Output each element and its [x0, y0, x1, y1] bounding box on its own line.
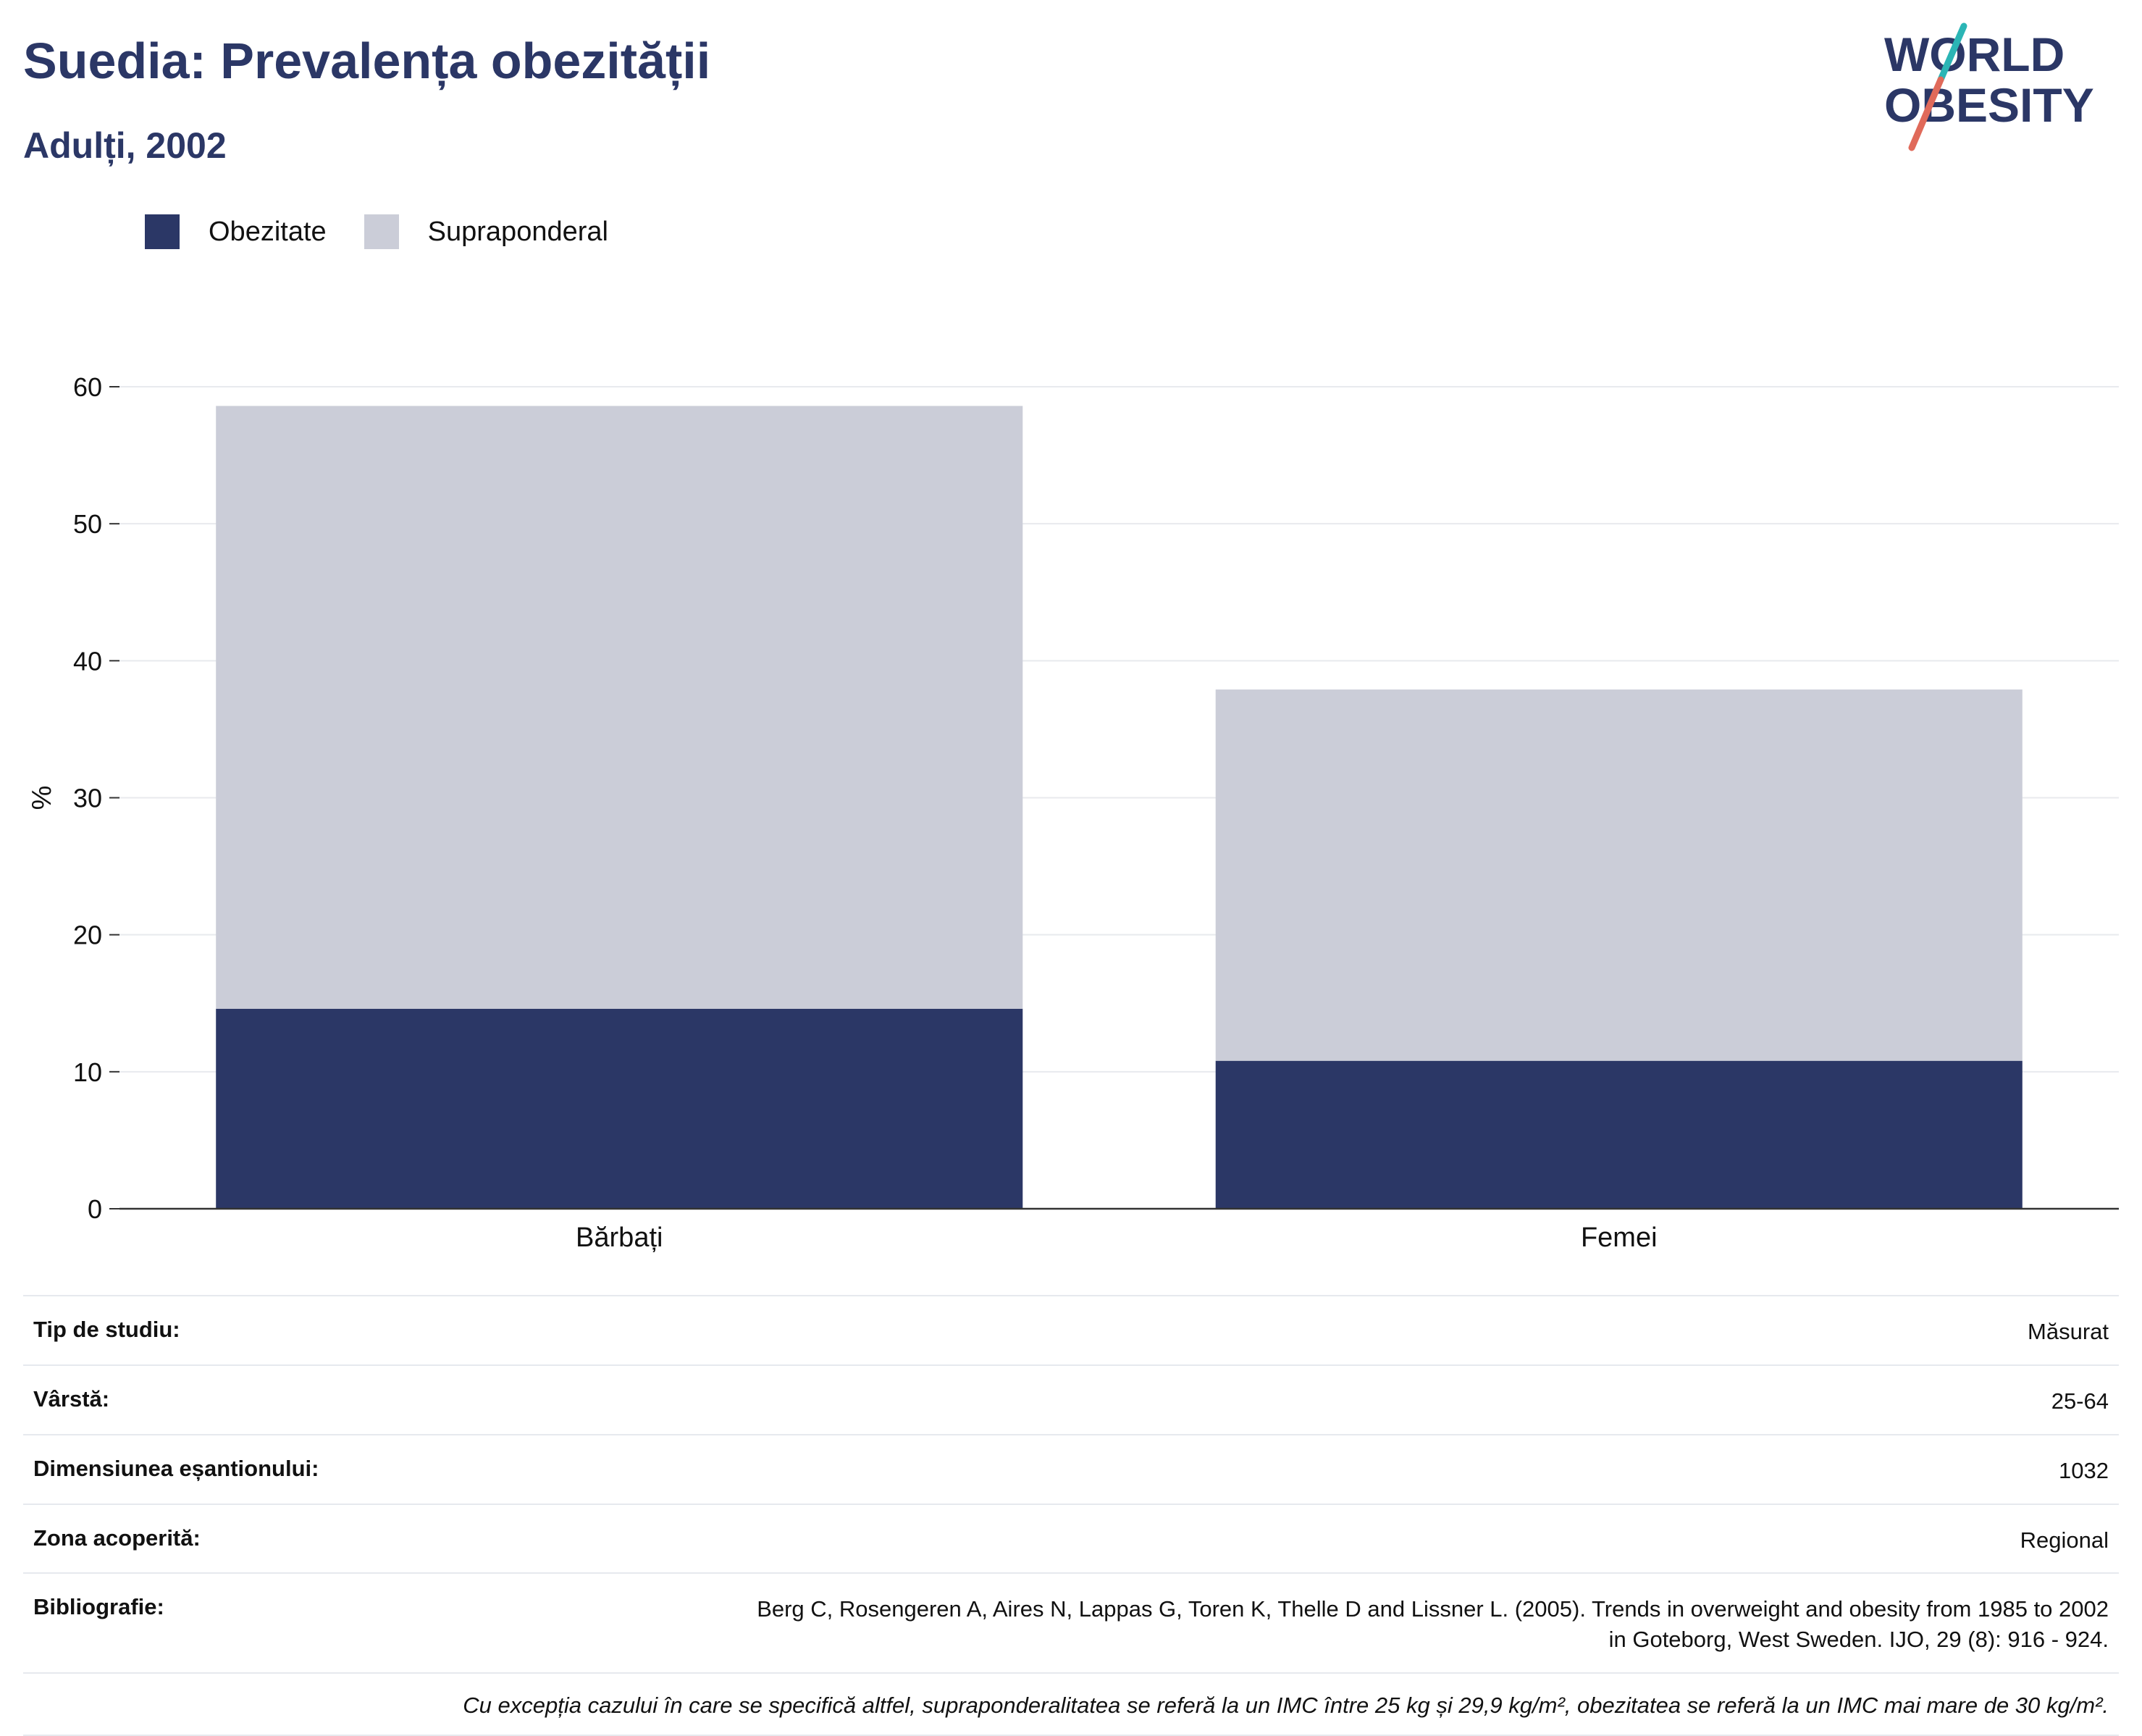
info-value-dimensiune: 1032	[2059, 1457, 2109, 1483]
legend-item-supraponderal[interactable]: Supraponderal	[364, 214, 608, 249]
y-tick-label: 40	[73, 646, 102, 676]
info-row-zona: Zona acoperită: Regional	[23, 1503, 2119, 1573]
info-value-varsta: 25-64	[2051, 1388, 2109, 1414]
chart-title: Suedia: Prevalența obezității	[23, 33, 711, 89]
y-tick-label: 0	[88, 1194, 102, 1224]
logo-slash-bottom	[1908, 76, 1944, 151]
logo-line-world: WORLD	[1884, 28, 2065, 81]
definition-footnote: Cu excepția cazului în care se specifică…	[23, 1672, 2119, 1736]
y-tick-label: 10	[73, 1057, 102, 1087]
legend-label-supraponderal: Supraponderal	[427, 216, 608, 247]
legend-label-obezitate: Obezitate	[209, 216, 327, 247]
legend-swatch-supraponderal	[364, 214, 399, 249]
info-value-zona: Regional	[2020, 1527, 2109, 1553]
info-row-dimensiune: Dimensiunea eșantionului: 1032	[23, 1433, 2119, 1504]
info-label-dimensiune: Dimensiunea eșantionului:	[33, 1455, 319, 1481]
bar-supraponderal-0[interactable]	[216, 406, 1023, 1009]
y-tick-label: 60	[73, 372, 102, 402]
info-value-tip-studiu: Măsurat	[2028, 1319, 2109, 1344]
y-tick-label: 30	[73, 784, 102, 813]
info-row-varsta: Vârstă: 25-64	[23, 1364, 2119, 1434]
info-label-tip-studiu: Tip de studiu:	[33, 1317, 180, 1342]
bar-supraponderal-1[interactable]	[1215, 689, 2023, 1061]
x-tick-label: Femei	[1581, 1223, 1658, 1253]
info-row-bibliografie: Bibliografie: Berg C, Rosengeren A, Aire…	[23, 1572, 2119, 1672]
bar-obezitate-1[interactable]	[1215, 1060, 2023, 1209]
info-label-zona: Zona acoperită:	[33, 1525, 201, 1551]
info-label-varsta: Vârstă:	[33, 1385, 110, 1412]
chart-subtitle: Adulți, 2002	[23, 125, 227, 166]
info-label-bibliografie: Bibliografie:	[33, 1594, 164, 1620]
y-axis-label: %	[27, 786, 57, 810]
y-tick-label: 50	[73, 509, 102, 539]
world-obesity-logo: WORLD OBESITY	[1884, 22, 2094, 151]
study-info-table: Tip de studiu: Măsurat Vârstă: 25-64 Dim…	[23, 1295, 2119, 1736]
legend-item-obezitate[interactable]: Obezitate	[145, 214, 327, 249]
y-tick-label: 20	[73, 921, 102, 950]
bar-obezitate-0[interactable]	[216, 1008, 1023, 1209]
logo-slash-top	[1937, 22, 1967, 83]
legend-swatch-obezitate	[145, 214, 180, 249]
chart-legend: Obezitate Supraponderal	[145, 214, 646, 249]
bar-chart: 0 10 20 30 40 50 60% Bărbați Femei	[27, 372, 2119, 1253]
info-value-bibliografie: Berg C, Rosengeren A, Aires N, Lappas G,…	[757, 1594, 2109, 1655]
info-row-tip-studiu: Tip de studiu: Măsurat	[23, 1295, 2119, 1364]
x-tick-label: Bărbați	[576, 1223, 663, 1253]
bibliography-line-1: Berg C, Rosengeren A, Aires N, Lappas G,…	[757, 1596, 2109, 1622]
bibliography-line-2: in Goteborg, West Sweden. IJO, 29 (8): 9…	[1608, 1627, 2109, 1653]
